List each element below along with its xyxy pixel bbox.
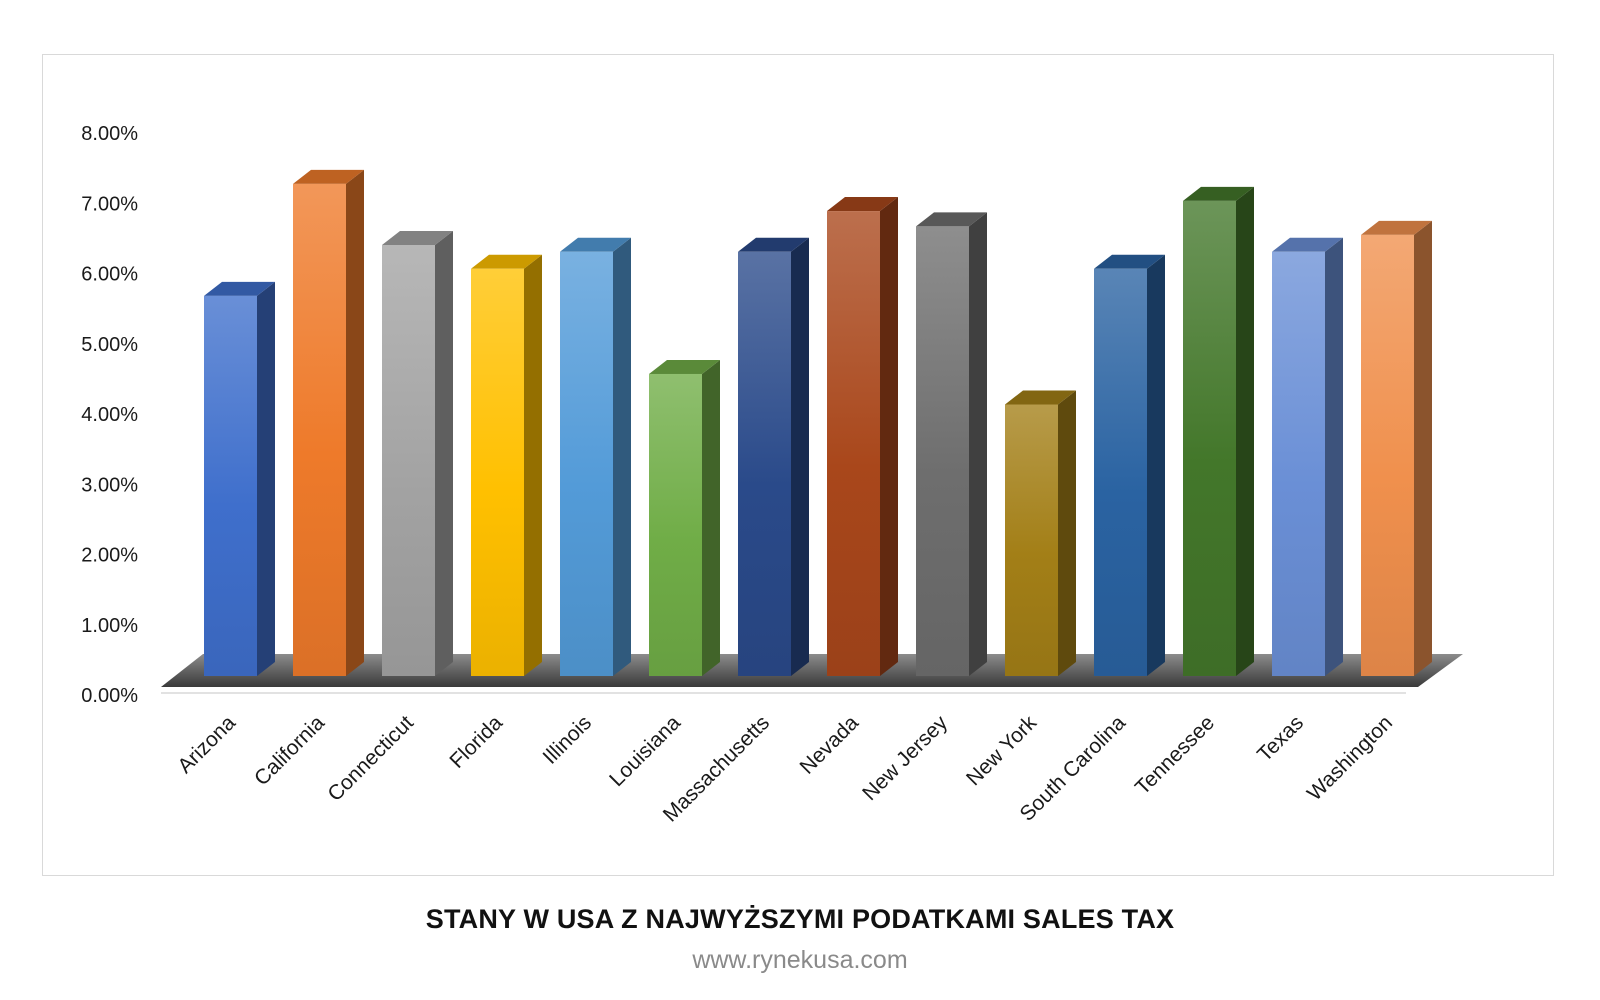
bar-top [1183,186,1254,201]
x-tick-label: Florida [445,711,507,773]
bar-side [1058,390,1076,676]
bar-side [1147,254,1165,676]
bar-massachusetts [738,237,809,676]
bar-front [916,226,969,676]
source-url: www.rynekusa.com [692,946,908,974]
bars [204,169,1432,676]
bar-front [204,295,257,676]
bar-top [1005,390,1076,405]
bar-top [1094,254,1165,269]
bar-top [1272,237,1343,252]
bar-california [293,169,364,676]
bar-nevada [827,197,898,676]
x-tick-label: California [250,711,329,790]
bar-arizona [204,281,275,676]
y-tick-label: 6.00% [81,264,138,286]
x-tick-label: Arizona [173,711,240,778]
bar-side [613,237,631,676]
bar-front [1005,404,1058,676]
bar-front [471,268,524,676]
bar-top [738,237,809,252]
bar-top [649,359,720,374]
y-tick-label: 1.00% [81,615,138,637]
bar-top [1361,220,1432,235]
bar-side [969,212,987,676]
bar-front [827,211,880,676]
chart-title: STANY W USA Z NAJWYŻSZYMI PODATKAMI SALE… [425,904,1175,934]
y-tick-label: 5.00% [81,334,138,356]
x-tick-label: New York [962,711,1041,790]
bar-side [880,197,898,676]
y-tick-label: 0.00% [81,685,138,707]
bar-front [1272,251,1325,676]
bar-side [257,281,275,676]
bar-front [1183,200,1236,676]
bar-new-jersey [916,212,987,676]
y-axis: 0.00% 1.00% 2.00% 3.00% 4.00% 5.00% 6.00% 7.00%… [81,123,138,707]
bar-top [560,237,631,252]
bar-front [382,244,435,676]
bar-top [382,230,453,245]
bar-top [827,197,898,212]
y-tick-label: 3.00% [81,474,138,496]
bar-side [346,169,364,676]
bar-top [293,169,364,184]
bar-texas [1272,237,1343,676]
bar-front [738,251,791,676]
bar-top [204,281,275,296]
x-tick-label: Connecticut [323,711,418,806]
x-tick-label: New Jersey [858,711,952,805]
x-tick-label: Illinois [539,711,597,769]
x-tick-label: Nevada [796,711,864,779]
y-tick-label: 8.00% [81,123,138,145]
chart-frame: 0.00% 1.00% 2.00% 3.00% 4.00% 5.00% 6.00% 7.00%… [42,54,1554,876]
y-tick-label: 4.00% [81,404,138,426]
bar-louisiana [649,359,720,676]
y-tick-label: 7.00% [81,193,138,215]
x-tick-label: Tennessee [1131,711,1219,799]
bar-front [1361,234,1414,676]
bar-florida [471,254,542,676]
x-tick-label: Louisiana [605,711,685,791]
bar-front [649,373,702,676]
x-tick-label: Washington [1303,711,1397,805]
bar-side [435,230,453,676]
bar-side [1236,186,1254,676]
bar-side [1325,237,1343,676]
bar-south-carolina [1094,254,1165,676]
bar-side [702,359,720,676]
bar-front [560,251,613,676]
bar-side [791,237,809,676]
bar-connecticut [382,230,453,676]
bar-side [524,254,542,676]
bar-washington [1361,220,1432,676]
bar-front [293,183,346,676]
bar-tennessee [1183,186,1254,676]
x-tick-label: Texas [1253,711,1308,766]
y-tick-label: 2.00% [81,545,138,567]
bar-front [1094,268,1147,676]
chart-plot: 0.00% 1.00% 2.00% 3.00% 4.00% 5.00% 6.00% 7.00%… [81,123,1463,827]
bar-side [1414,220,1432,676]
bar-new-york [1005,390,1076,676]
bar-top [471,254,542,269]
bar-illinois [560,237,631,676]
bar-top [916,212,987,227]
